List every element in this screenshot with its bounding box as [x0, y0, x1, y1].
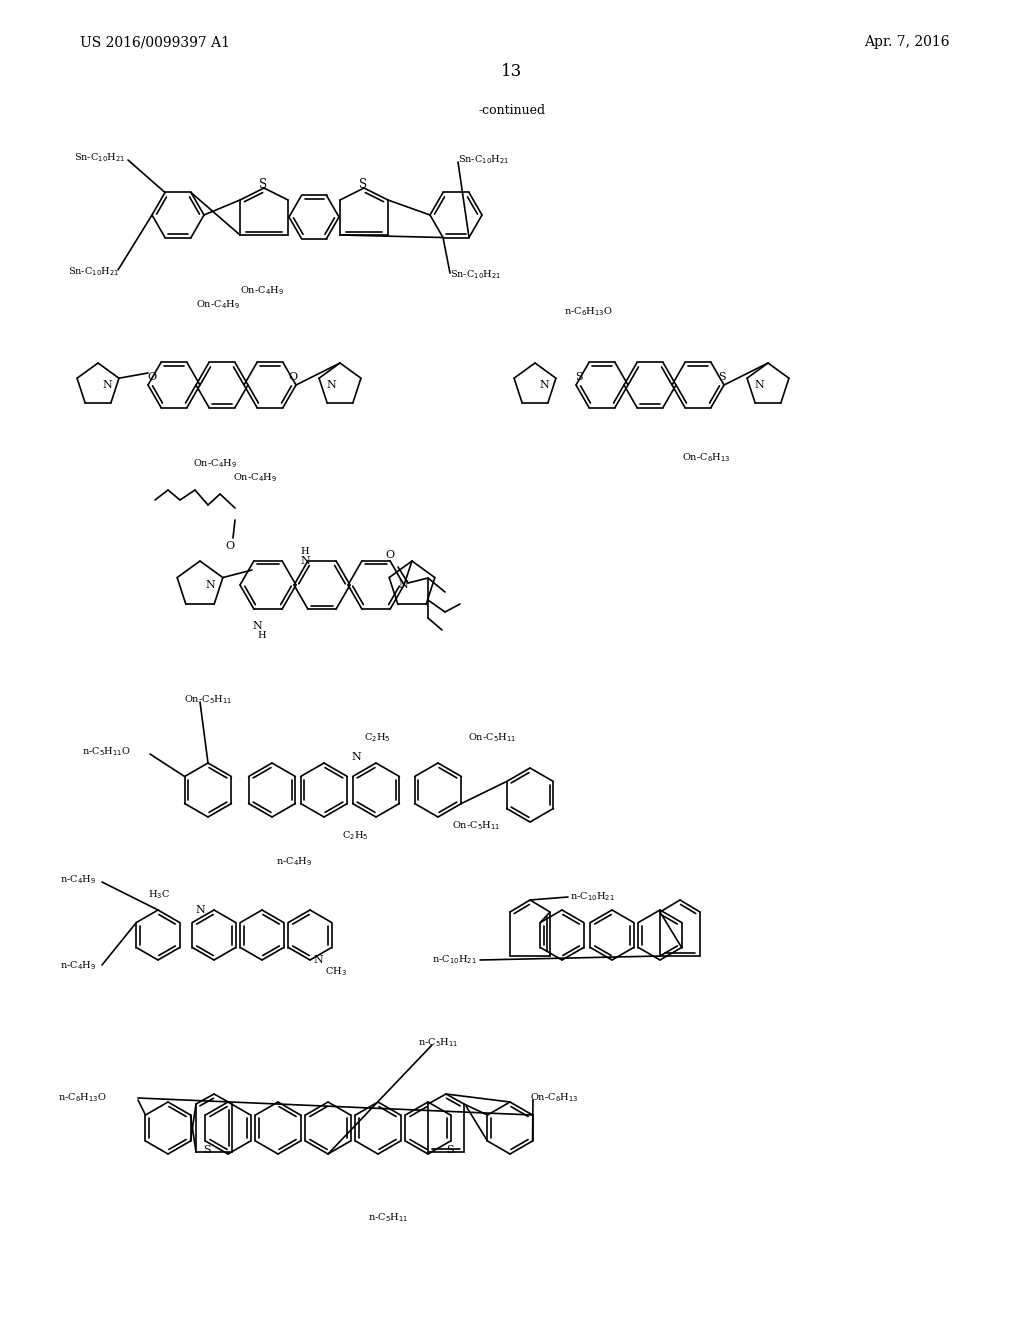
Text: O: O — [289, 372, 298, 381]
Text: CH$_3$: CH$_3$ — [325, 966, 347, 978]
Text: S: S — [575, 372, 583, 381]
Text: n-C$_4$H$_9$: n-C$_4$H$_9$ — [60, 874, 96, 887]
Text: N: N — [205, 579, 215, 590]
Text: N: N — [326, 380, 336, 389]
Text: N: N — [102, 380, 112, 389]
Text: Sn-C$_{10}$H$_{21}$: Sn-C$_{10}$H$_{21}$ — [74, 152, 125, 165]
Text: n-C$_4$H$_9$: n-C$_4$H$_9$ — [276, 855, 312, 869]
Text: N: N — [539, 380, 549, 389]
Text: S: S — [259, 178, 267, 191]
Text: H$_3$C: H$_3$C — [147, 888, 170, 902]
Text: Sn-C$_{10}$H$_{21}$: Sn-C$_{10}$H$_{21}$ — [68, 265, 120, 279]
Text: On-C$_4$H$_9$: On-C$_4$H$_9$ — [240, 285, 284, 297]
Text: N: N — [252, 620, 262, 631]
Text: H: H — [258, 631, 266, 639]
Text: n-C$_{10}$H$_{21}$: n-C$_{10}$H$_{21}$ — [570, 891, 614, 903]
Text: S: S — [203, 1144, 211, 1155]
Text: Apr. 7, 2016: Apr. 7, 2016 — [864, 36, 950, 49]
Text: n-C$_5$H$_{11}$O: n-C$_5$H$_{11}$O — [82, 746, 131, 759]
Text: On-C$_4$H$_9$: On-C$_4$H$_9$ — [196, 298, 240, 312]
Text: n-C$_5$H$_{11}$: n-C$_5$H$_{11}$ — [368, 1212, 409, 1225]
Text: O: O — [225, 541, 234, 550]
Text: N: N — [313, 954, 323, 965]
Text: N: N — [398, 579, 408, 590]
Text: Sn-C$_{10}$H$_{21}$: Sn-C$_{10}$H$_{21}$ — [458, 153, 509, 166]
Text: -continued: -continued — [478, 103, 546, 116]
Text: On-C$_6$H$_{13}$: On-C$_6$H$_{13}$ — [530, 1092, 579, 1105]
Text: N: N — [351, 752, 360, 762]
Text: C$_2$H$_5$: C$_2$H$_5$ — [342, 829, 369, 842]
Text: O: O — [147, 372, 157, 381]
Text: On-C$_5$H$_{11}$: On-C$_5$H$_{11}$ — [468, 731, 516, 744]
Text: Sn-C$_{10}$H$_{21}$: Sn-C$_{10}$H$_{21}$ — [450, 268, 502, 281]
Text: S: S — [446, 1144, 454, 1155]
Text: On-C$_4$H$_9$: On-C$_4$H$_9$ — [193, 458, 238, 470]
Text: N: N — [196, 906, 205, 915]
Text: n-C$_{10}$H$_{21}$: n-C$_{10}$H$_{21}$ — [432, 953, 477, 966]
Text: On-C$_5$H$_{11}$: On-C$_5$H$_{11}$ — [452, 820, 501, 833]
Text: C$_2$H$_5$: C$_2$H$_5$ — [364, 731, 390, 744]
Text: On-C$_5$H$_{11}$: On-C$_5$H$_{11}$ — [184, 693, 232, 706]
Text: N: N — [300, 556, 310, 566]
Text: S: S — [718, 372, 726, 381]
Text: H: H — [301, 548, 309, 557]
Text: N: N — [754, 380, 764, 389]
Text: On-C$_6$H$_{13}$: On-C$_6$H$_{13}$ — [682, 451, 730, 465]
Text: O: O — [385, 550, 394, 560]
Text: n-C$_4$H$_9$: n-C$_4$H$_9$ — [60, 960, 96, 973]
Text: n-C$_6$H$_{13}$O: n-C$_6$H$_{13}$O — [58, 1092, 106, 1105]
Text: US 2016/0099397 A1: US 2016/0099397 A1 — [80, 36, 230, 49]
Text: 13: 13 — [502, 63, 522, 81]
Text: On-C$_4$H$_9$: On-C$_4$H$_9$ — [232, 471, 278, 484]
Text: S: S — [359, 178, 367, 191]
Text: n-C$_6$H$_{13}$O: n-C$_6$H$_{13}$O — [564, 306, 612, 318]
Text: n-C$_5$H$_{11}$: n-C$_5$H$_{11}$ — [418, 1036, 459, 1049]
